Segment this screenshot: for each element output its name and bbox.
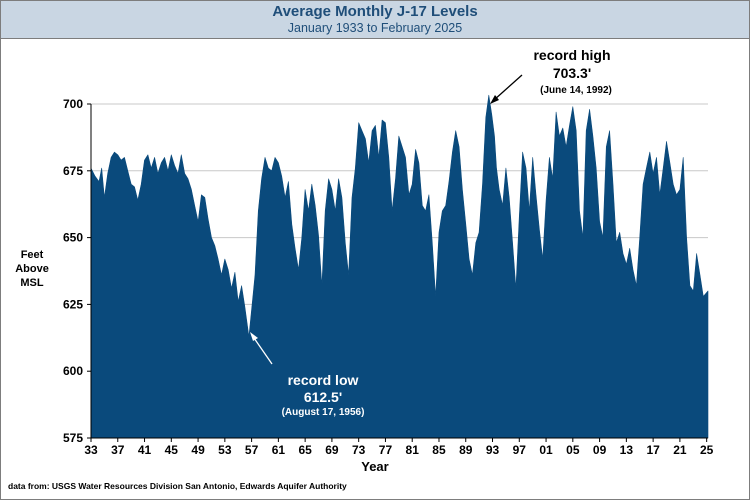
x-tick-label-17: 17 xyxy=(646,443,660,457)
x-tick-label-57: 57 xyxy=(245,443,259,457)
chart-subtitle: January 1933 to February 2025 xyxy=(287,21,463,35)
x-tick-label-49: 49 xyxy=(191,443,205,457)
x-tick-label-77: 77 xyxy=(379,443,393,457)
x-tick-label-13: 13 xyxy=(620,443,634,457)
x-tick-label-85: 85 xyxy=(432,443,446,457)
y-tick-label-600: 600 xyxy=(63,364,83,378)
x-tick-label-09: 09 xyxy=(593,443,607,457)
y-tick-label-650: 650 xyxy=(63,231,83,245)
y-axis-label-line-3: MSL xyxy=(20,277,44,289)
x-tick-label-05: 05 xyxy=(566,443,580,457)
x-tick-label-45: 45 xyxy=(165,443,179,457)
x-tick-label-81: 81 xyxy=(406,443,420,457)
x-tick-label-97: 97 xyxy=(513,443,527,457)
chart-title: Average Monthly J-17 Levels xyxy=(272,3,478,20)
x-tick-labels: 33 37 41 45 49 53 57 61 65 69 73 77 81 85 89 93 97 01 05 09… xyxy=(84,438,714,457)
j17-level-area xyxy=(90,94,709,439)
x-tick-label-33: 33 xyxy=(84,443,98,457)
x-tick-label-61: 61 xyxy=(272,443,286,457)
x-tick-label-01: 01 xyxy=(539,443,553,457)
y-tick-label-575: 575 xyxy=(63,431,83,445)
x-tick-label-41: 41 xyxy=(138,443,152,457)
x-tick-label-89: 89 xyxy=(459,443,473,457)
record-low-date: (August 17, 1956) xyxy=(282,407,365,418)
x-tick-label-25: 25 xyxy=(700,443,714,457)
record-high-label: record high xyxy=(533,47,610,63)
x-tick-label-73: 73 xyxy=(352,443,366,457)
record-low-arrow xyxy=(253,337,273,365)
x-tick-label-93: 93 xyxy=(486,443,500,457)
chart-header: Average Monthly J-17 Levels January 1933… xyxy=(1,1,749,39)
x-tick-label-37: 37 xyxy=(111,443,125,457)
x-tick-label-69: 69 xyxy=(325,443,339,457)
record-high-arrow xyxy=(493,74,523,101)
y-tick-label-625: 625 xyxy=(63,297,83,311)
y-tick-label-700: 700 xyxy=(63,97,83,111)
x-tick-label-53: 53 xyxy=(218,443,232,457)
y-axis-label-line-2: Above xyxy=(15,263,49,275)
axes xyxy=(90,104,708,439)
record-high-date: (June 14, 1992) xyxy=(540,85,612,96)
data-source-note: data from: USGS Water Resources Division… xyxy=(8,481,347,491)
record-high-arrowhead xyxy=(490,95,499,104)
y-tick-labels: 575 600 625 650 675 700 xyxy=(63,97,91,445)
record-high-value: 703.3' xyxy=(553,65,591,81)
x-tick-label-65: 65 xyxy=(298,443,312,457)
record-low-arrowhead xyxy=(250,332,258,341)
x-axis-label: Year xyxy=(361,459,388,474)
record-low-value: 612.5' xyxy=(304,389,342,405)
data-series xyxy=(90,94,709,439)
y-tick-label-675: 675 xyxy=(63,164,83,178)
y-axis-label-line-1: Feet xyxy=(21,249,44,261)
record-low-label: record low xyxy=(288,372,359,388)
x-tick-label-21: 21 xyxy=(673,443,687,457)
